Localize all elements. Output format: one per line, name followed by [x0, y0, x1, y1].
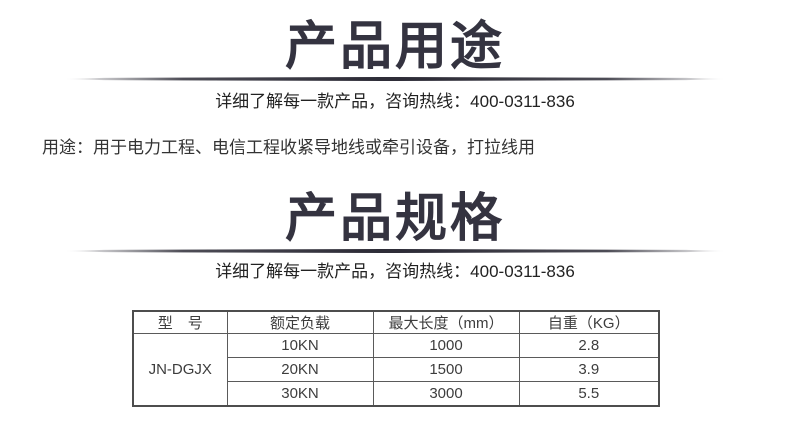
table-row: 30KN 3000 5.5 — [133, 381, 660, 407]
max-length-cell: 3000 — [372, 381, 520, 407]
hotline-subtitle: 详细了解每一款产品，咨询热线：400-0311-836 — [215, 262, 575, 281]
usage-description-text: 用途：用于电力工程、电信工程收紧导地线或牵引设备，打拉线用 — [42, 138, 535, 157]
rated-load-cell: 10KN — [226, 333, 374, 358]
table-row: 20KN 1500 3.9 — [133, 357, 660, 382]
max-length-cell: 1000 — [372, 333, 520, 358]
tapered-divider — [64, 249, 726, 253]
column-header-weight: 自重（KG） — [518, 310, 660, 334]
rated-load-cell: 30KN — [226, 381, 374, 407]
section-title-product-usage: 产品用途 — [284, 18, 505, 76]
spec-table: 型 号 额定负载 最大长度（mm） 自重（KG） JN-DGJX 10KN 10… — [132, 310, 660, 407]
max-length-cell: 1500 — [372, 357, 520, 382]
table-row: JN-DGJX 10KN 1000 2.8 — [132, 333, 660, 407]
column-header-rated-load: 额定负载 — [226, 310, 374, 334]
tapered-divider — [64, 77, 726, 81]
weight-cell: 3.9 — [518, 357, 660, 382]
column-header-max-length: 最大长度（mm） — [372, 310, 520, 334]
column-header-model: 型 号 — [132, 310, 228, 334]
weight-cell: 2.8 — [518, 333, 660, 358]
rated-load-cell: 20KN — [226, 357, 374, 382]
section-title-product-spec: 产品规格 — [284, 190, 505, 248]
model-cell: JN-DGJX — [132, 333, 228, 407]
spec-table-header-row: 型 号 额定负载 最大长度（mm） 自重（KG） — [132, 310, 660, 334]
hotline-subtitle: 详细了解每一款产品，咨询热线：400-0311-836 — [215, 92, 575, 111]
weight-cell: 5.5 — [518, 381, 660, 407]
